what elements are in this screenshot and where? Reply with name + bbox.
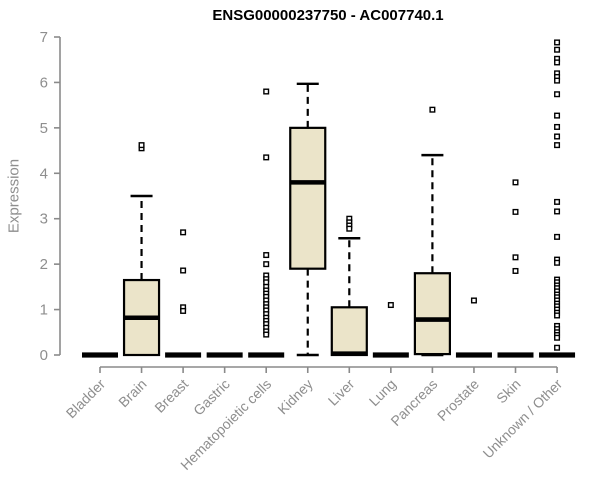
outlier-pancreas xyxy=(429,106,436,113)
outlier-unknown-other xyxy=(554,59,561,66)
y-tick-label: 0 xyxy=(40,347,48,364)
outlier-prostate xyxy=(470,297,477,304)
outlier-lung xyxy=(387,302,394,309)
outlier-hematopoietic-cells xyxy=(263,88,270,95)
outlier-unknown-other xyxy=(554,259,561,266)
chart-title: ENSG00000237750 - AC007740.1 xyxy=(212,7,444,24)
outlier-unknown-other xyxy=(554,344,561,351)
outlier-skin xyxy=(512,179,519,186)
outlier-breast xyxy=(180,307,187,314)
outlier-skin xyxy=(512,267,519,274)
x-tick-label-breast: Breast xyxy=(151,376,191,416)
box-kidney xyxy=(289,126,327,270)
y-tick-label: 7 xyxy=(40,29,48,46)
outlier-unknown-other xyxy=(554,142,561,149)
outlier-unknown-other xyxy=(554,334,561,341)
outlier-unknown-other xyxy=(554,198,561,205)
outlier-unknown-other xyxy=(554,312,561,319)
outlier-unknown-other xyxy=(554,77,561,84)
zero-bar-skin xyxy=(497,352,534,358)
outlier-brain xyxy=(138,142,145,149)
outlier-skin xyxy=(512,254,519,261)
outlier-hematopoietic-cells xyxy=(263,331,270,338)
y-tick-label: 4 xyxy=(40,165,48,182)
x-tick-label-liver: Liver xyxy=(325,376,358,409)
outlier-unknown-other xyxy=(554,91,561,98)
zero-bar-lung xyxy=(372,352,409,358)
x-tick-label-skin: Skin xyxy=(493,376,524,407)
x-tick-label-lung: Lung xyxy=(366,376,399,409)
outlier-breast xyxy=(180,267,187,274)
outlier-liver xyxy=(346,225,353,232)
outlier-unknown-other xyxy=(554,46,561,53)
zero-bar-unknown-other xyxy=(539,352,576,358)
zero-bar-prostate xyxy=(455,352,492,358)
zero-bar-gastric xyxy=(206,352,243,358)
y-tick-label: 3 xyxy=(40,211,48,228)
x-tick-label-unknown-other: Unknown / Other xyxy=(480,376,566,462)
outlier-unknown-other xyxy=(554,112,561,119)
outlier-unknown-other xyxy=(554,208,561,215)
outlier-unknown-other xyxy=(554,133,561,140)
outlier-hematopoietic-cells xyxy=(263,261,270,268)
y-tick-label: 1 xyxy=(40,302,48,319)
outlier-unknown-other xyxy=(554,123,561,130)
y-tick-label: 6 xyxy=(40,74,48,91)
zero-bar-hematopoietic-cells xyxy=(248,352,285,358)
box-liver xyxy=(330,306,368,357)
outlier-hematopoietic-cells xyxy=(263,252,270,259)
box-pancreas xyxy=(413,272,451,356)
outlier-skin xyxy=(512,208,519,215)
x-tick-label-prostate: Prostate xyxy=(434,376,482,424)
outlier-unknown-other xyxy=(554,233,561,240)
x-tick-label-kidney: Kidney xyxy=(274,376,316,418)
outlier-breast xyxy=(180,229,187,236)
zero-bar-breast xyxy=(165,352,202,358)
outlier-hematopoietic-cells xyxy=(263,154,270,161)
y-tick-label: 2 xyxy=(40,256,48,273)
y-tick-label: 5 xyxy=(40,120,48,137)
zero-bar-bladder xyxy=(82,352,118,358)
x-tick-label-bladder: Bladder xyxy=(63,376,109,422)
x-tick-label-brain: Brain xyxy=(115,376,149,410)
outlier-unknown-other xyxy=(554,39,561,46)
